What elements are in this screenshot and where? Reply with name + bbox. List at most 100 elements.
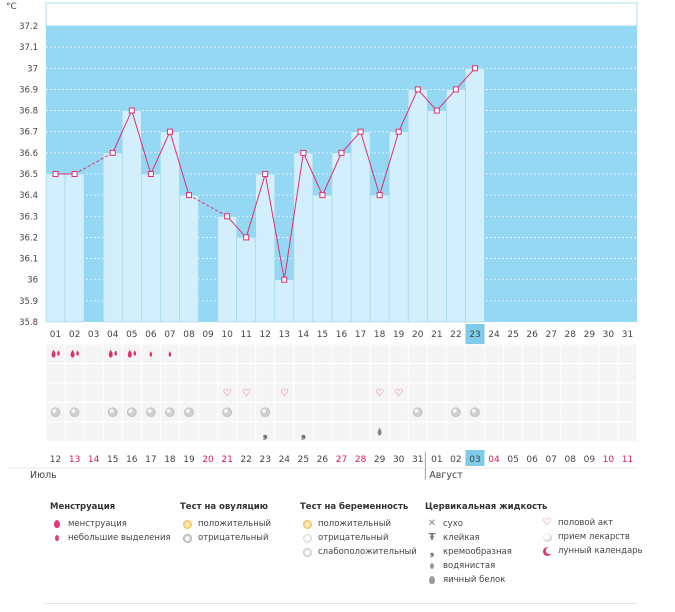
- temperature-line-segment: [169, 131, 190, 196]
- calendar-date: 17: [145, 455, 156, 465]
- legend-item-label: положительный: [198, 519, 271, 529]
- grid-cell: [370, 344, 389, 363]
- grid-cell: [618, 422, 637, 441]
- menstruation-drop: [127, 349, 132, 358]
- grid-cell: [580, 422, 599, 441]
- cycle-day-label: 22: [450, 330, 461, 340]
- medication-pill-shine: [52, 409, 57, 414]
- calendar-date: 30: [393, 455, 405, 465]
- calendar-date: 21: [221, 455, 232, 465]
- legend-item: лунный календарь: [540, 544, 643, 558]
- temperature-bar: [141, 173, 161, 323]
- cycle-day-label: 03: [88, 330, 99, 340]
- cycle-day-label: 30: [603, 330, 615, 340]
- intercourse-heart: ♡: [375, 388, 384, 399]
- calendar-date: 24: [279, 455, 291, 465]
- grid-cell: [618, 364, 637, 383]
- grid-cell: [446, 344, 465, 363]
- grid-cell: [351, 344, 370, 363]
- pregnancy-positive-icon: [300, 519, 314, 529]
- temperature-line-segment: [417, 89, 438, 111]
- legend-item-label: небольшие выделения: [68, 533, 171, 543]
- calendar-date: 05: [507, 455, 518, 465]
- cycle-day-label: 31: [622, 330, 633, 340]
- calendar-date: 31: [412, 455, 423, 465]
- footer-divider: [45, 603, 637, 604]
- legend-item: небольшие выделения: [50, 531, 171, 545]
- medication-pill-shine: [109, 409, 114, 414]
- y-tick-label: 36.7: [19, 128, 38, 138]
- watery-icon: [425, 563, 439, 569]
- legend-item-label: лунный календарь: [558, 546, 643, 556]
- grid-cell: [618, 383, 637, 402]
- menstruation-drop: [76, 350, 79, 356]
- grid-cell: [84, 383, 103, 402]
- grid-cell: [84, 403, 103, 422]
- menstruation-drop: [51, 349, 56, 358]
- grid-cell: [523, 422, 542, 441]
- grid-cell: [599, 403, 618, 422]
- legend-item-label: половой акт: [558, 518, 614, 528]
- grid-cell: [199, 383, 218, 402]
- temperature-line-segment: [245, 173, 266, 238]
- menstruation-drop: [108, 349, 113, 358]
- temperature-bar: [446, 89, 466, 323]
- grid-cell: [523, 383, 542, 402]
- cycle-day-label: 04: [107, 330, 119, 340]
- calendar-date: 26: [317, 455, 329, 465]
- grid-cell: [389, 344, 408, 363]
- calendar-date: 08: [565, 455, 577, 465]
- legend-item-label: водянистая: [443, 561, 496, 571]
- heart-icon: ♡: [542, 517, 552, 528]
- menstruation-drop: [70, 349, 75, 358]
- grid-cell: [408, 383, 427, 402]
- grid-cell: [351, 403, 370, 422]
- grid-cell: [408, 364, 427, 383]
- legend-item: ♡ половой акт: [540, 516, 643, 530]
- grid-cell: [542, 422, 561, 441]
- cycle-day-label: 17: [355, 330, 366, 340]
- grid-cell: [484, 383, 504, 402]
- cycle-day-label: 27: [545, 330, 556, 340]
- grid-cell: [199, 364, 218, 383]
- calendar-date: 07: [545, 455, 556, 465]
- temperature-line-segment: [188, 194, 228, 217]
- medication-pill-shine: [471, 409, 476, 414]
- legend-item-label: отрицательный: [318, 533, 389, 543]
- temperature-line-segment: [112, 110, 133, 154]
- grid-cell: [218, 364, 237, 383]
- grid-cell: [275, 422, 294, 441]
- grid-cell: [599, 364, 618, 383]
- temperature-bar: [64, 173, 85, 323]
- grid-cell: [523, 403, 542, 422]
- legend-pregnancy: Тест на беременность положительный отриц…: [300, 502, 417, 559]
- calendar-date: 27: [336, 455, 347, 465]
- temperature-bar: [426, 110, 447, 323]
- intercourse-heart: ♡: [242, 388, 251, 399]
- moon-icon: [540, 546, 554, 556]
- grid-cell: [427, 422, 446, 441]
- temperature-bar: [274, 279, 295, 323]
- temperature-bar: [293, 152, 314, 323]
- cycle-day-label: 02: [69, 330, 80, 340]
- menstruation-drop: [57, 350, 60, 356]
- y-tick-label: 36.1: [19, 255, 38, 265]
- grid-cell: [141, 364, 160, 383]
- grid-cell: [294, 344, 313, 363]
- y-tick-label: 36.6: [19, 149, 38, 159]
- temperature-bar: [350, 131, 371, 323]
- y-tick-label: 36.5: [19, 170, 38, 180]
- grid-cell: [484, 344, 504, 363]
- y-tick-label: 36: [27, 276, 38, 286]
- grid-cell: [46, 422, 65, 441]
- cervical-creamy: ❟: [301, 426, 306, 441]
- calendar-date: 18: [164, 455, 176, 465]
- temperature-line-segment: [264, 173, 285, 280]
- cycle-day-label: 21: [431, 330, 442, 340]
- grid-cell: [561, 364, 580, 383]
- spotting-drop: [168, 351, 172, 357]
- grid-cell: [218, 383, 237, 402]
- grid-cell: [561, 383, 580, 402]
- grid-cell: [141, 383, 160, 402]
